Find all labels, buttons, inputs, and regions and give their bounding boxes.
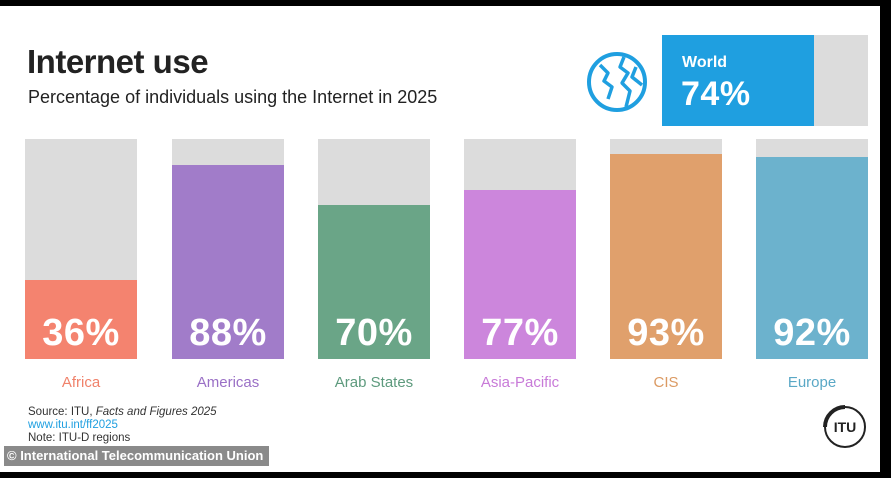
- bar-value-label: 70%: [335, 312, 413, 354]
- world-label: World: [682, 54, 728, 71]
- bar: 93%: [610, 154, 722, 359]
- bar-category-label: CIS: [653, 374, 679, 391]
- bar-track: 92%: [756, 139, 868, 359]
- source-note: Source: ITU, Facts and Figures 2025 www.…: [28, 406, 217, 445]
- bar-track: 93%: [610, 139, 722, 359]
- bar-value-label: 92%: [773, 312, 851, 354]
- source-title: Facts and Figures 2025: [95, 406, 217, 418]
- bar-value-label: 93%: [627, 312, 705, 354]
- infographic-card: Internet use Percentage of individuals u…: [0, 6, 880, 472]
- bar-category-label: Americas: [196, 374, 260, 391]
- chart-subtitle: Percentage of individuals using the Inte…: [28, 87, 438, 107]
- bar-track: 36%: [25, 139, 137, 359]
- source-url[interactable]: www.itu.int/ff2025: [28, 419, 118, 431]
- bar-track: 88%: [172, 139, 284, 359]
- bar: 36%: [25, 280, 137, 359]
- bar-track: 70%: [318, 139, 430, 359]
- copyright-credit: © International Telecommunication Union: [4, 446, 270, 466]
- bar-track: 77%: [464, 139, 576, 359]
- bar: 88%: [172, 165, 284, 359]
- bar: 77%: [464, 190, 576, 359]
- bar-value-label: 77%: [481, 312, 559, 354]
- globe-icon: [587, 52, 647, 112]
- bar-category-label: Africa: [61, 374, 101, 391]
- bar-value-label: 36%: [42, 312, 120, 354]
- world-value: 74%: [681, 75, 751, 113]
- bar-category-label: Asia-Pacific: [480, 374, 560, 391]
- world-value-box: World 74%: [662, 35, 868, 126]
- bar: 70%: [318, 205, 430, 359]
- source-prefix: Source: ITU,: [28, 406, 96, 418]
- itu-logo-icon: ITU: [823, 405, 866, 448]
- bar-value-label: 88%: [189, 312, 267, 354]
- regions-note: Note: ITU-D regions: [28, 432, 131, 444]
- source-line: Source: ITU, Facts and Figures 2025: [28, 406, 217, 419]
- bar-category-label: Arab States: [334, 374, 414, 391]
- world-fill: [662, 35, 814, 126]
- chart-title: Internet use: [27, 43, 209, 80]
- bar: 92%: [756, 157, 868, 359]
- bar-chart: 36% Africa 88% Americas 70% Arab States 77% Asi…: [0, 6, 880, 472]
- itu-logo-text: ITU: [834, 419, 857, 435]
- bar-category-label: Europe: [787, 374, 837, 391]
